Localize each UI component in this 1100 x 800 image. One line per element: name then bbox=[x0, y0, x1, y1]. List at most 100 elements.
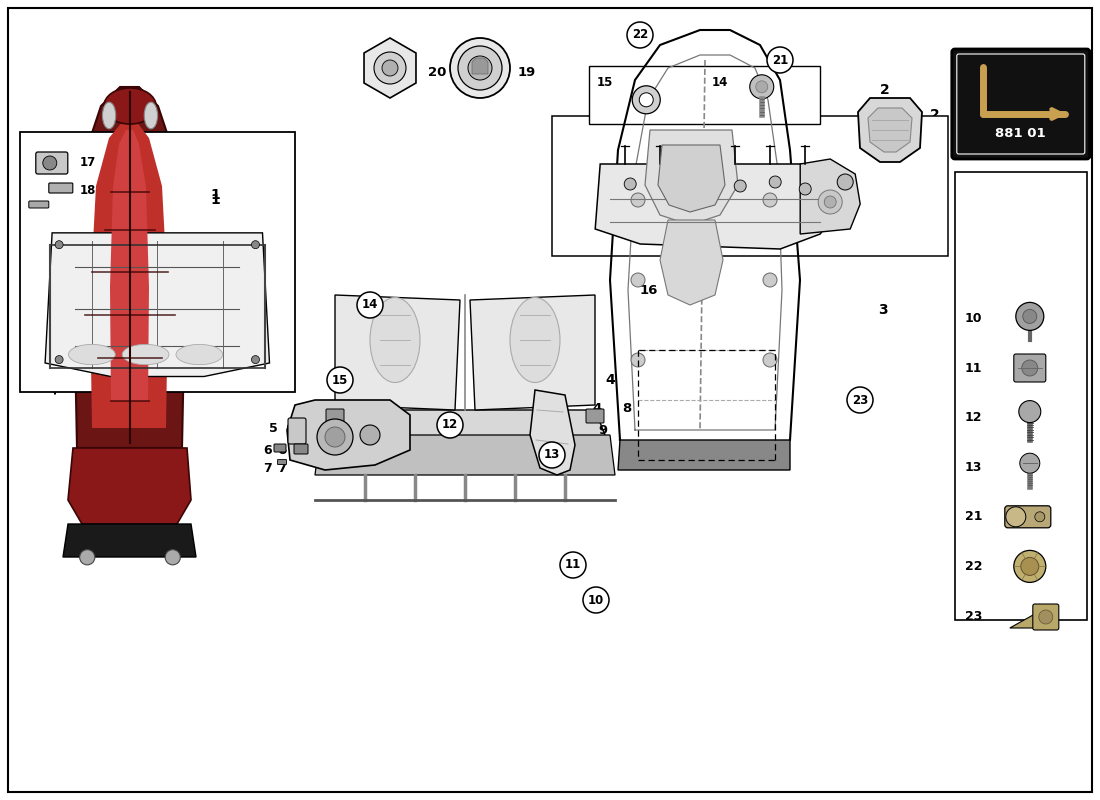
Polygon shape bbox=[472, 58, 488, 74]
Circle shape bbox=[450, 38, 510, 98]
FancyBboxPatch shape bbox=[48, 183, 73, 193]
Ellipse shape bbox=[510, 298, 560, 382]
Ellipse shape bbox=[68, 344, 116, 365]
Text: 8: 8 bbox=[789, 182, 796, 195]
Polygon shape bbox=[645, 130, 738, 225]
Polygon shape bbox=[1010, 614, 1035, 628]
Text: 21: 21 bbox=[965, 510, 982, 523]
Circle shape bbox=[800, 183, 811, 195]
Circle shape bbox=[659, 176, 671, 188]
Ellipse shape bbox=[370, 298, 420, 382]
Circle shape bbox=[763, 353, 777, 367]
FancyBboxPatch shape bbox=[277, 459, 286, 465]
Circle shape bbox=[55, 355, 63, 363]
Circle shape bbox=[468, 56, 492, 80]
Text: 5: 5 bbox=[270, 422, 278, 434]
Circle shape bbox=[560, 552, 586, 578]
Text: 7: 7 bbox=[263, 462, 272, 474]
Circle shape bbox=[583, 587, 609, 613]
Circle shape bbox=[1023, 310, 1037, 323]
Polygon shape bbox=[287, 400, 410, 470]
Circle shape bbox=[327, 367, 353, 393]
Circle shape bbox=[632, 86, 660, 114]
Polygon shape bbox=[470, 295, 595, 410]
Circle shape bbox=[539, 442, 565, 468]
Polygon shape bbox=[324, 410, 605, 450]
Circle shape bbox=[358, 292, 383, 318]
Ellipse shape bbox=[144, 102, 157, 129]
Circle shape bbox=[631, 353, 645, 367]
Circle shape bbox=[165, 550, 180, 565]
Circle shape bbox=[374, 52, 406, 84]
Text: 4: 4 bbox=[592, 402, 602, 414]
Circle shape bbox=[252, 241, 260, 249]
Circle shape bbox=[627, 22, 653, 48]
Polygon shape bbox=[364, 38, 416, 98]
Bar bbox=[955, 172, 1087, 620]
Polygon shape bbox=[315, 435, 615, 475]
Polygon shape bbox=[610, 30, 800, 460]
Polygon shape bbox=[618, 440, 790, 470]
FancyBboxPatch shape bbox=[1014, 354, 1046, 382]
Circle shape bbox=[818, 190, 843, 214]
Circle shape bbox=[317, 419, 353, 455]
Polygon shape bbox=[658, 145, 725, 212]
Ellipse shape bbox=[102, 102, 116, 129]
FancyBboxPatch shape bbox=[1033, 604, 1059, 630]
FancyBboxPatch shape bbox=[274, 444, 286, 452]
Text: 7: 7 bbox=[277, 462, 286, 474]
Text: 13: 13 bbox=[543, 449, 560, 462]
Circle shape bbox=[79, 550, 95, 565]
Circle shape bbox=[750, 74, 773, 98]
Circle shape bbox=[382, 60, 398, 76]
Polygon shape bbox=[110, 130, 148, 401]
Text: 10: 10 bbox=[587, 594, 604, 606]
Circle shape bbox=[734, 180, 746, 192]
Circle shape bbox=[631, 273, 645, 287]
Circle shape bbox=[847, 387, 873, 413]
Text: 5: 5 bbox=[286, 423, 295, 437]
Text: 12: 12 bbox=[965, 411, 982, 424]
Text: 23: 23 bbox=[851, 394, 868, 406]
Circle shape bbox=[763, 273, 777, 287]
Text: 3: 3 bbox=[878, 303, 888, 317]
Circle shape bbox=[1005, 507, 1026, 526]
Polygon shape bbox=[63, 524, 196, 557]
Text: 1: 1 bbox=[210, 188, 220, 202]
FancyBboxPatch shape bbox=[952, 49, 1090, 159]
Text: 16: 16 bbox=[640, 283, 659, 297]
Text: 1: 1 bbox=[210, 193, 220, 207]
Circle shape bbox=[252, 355, 260, 363]
Circle shape bbox=[324, 427, 345, 447]
Circle shape bbox=[360, 425, 379, 445]
Polygon shape bbox=[660, 220, 723, 305]
Text: 2: 2 bbox=[880, 83, 890, 97]
Circle shape bbox=[767, 47, 793, 73]
Circle shape bbox=[763, 193, 777, 207]
Bar bbox=[588, 66, 820, 124]
Circle shape bbox=[43, 156, 57, 170]
Text: 21: 21 bbox=[772, 54, 788, 66]
Polygon shape bbox=[336, 295, 460, 410]
Polygon shape bbox=[45, 233, 270, 377]
Text: 11: 11 bbox=[965, 362, 982, 374]
Circle shape bbox=[769, 176, 781, 188]
Text: 12: 12 bbox=[442, 418, 458, 431]
Text: 6: 6 bbox=[277, 443, 286, 457]
Polygon shape bbox=[868, 108, 912, 152]
Text: 14: 14 bbox=[712, 76, 728, 89]
Text: 22: 22 bbox=[965, 560, 982, 573]
Circle shape bbox=[639, 93, 653, 106]
Text: 23: 23 bbox=[965, 610, 982, 622]
Text: 6: 6 bbox=[263, 443, 272, 457]
Circle shape bbox=[824, 196, 836, 208]
Polygon shape bbox=[90, 121, 168, 428]
Circle shape bbox=[694, 180, 706, 192]
FancyBboxPatch shape bbox=[29, 201, 48, 208]
Circle shape bbox=[624, 178, 636, 190]
Circle shape bbox=[1021, 558, 1038, 575]
Polygon shape bbox=[530, 390, 575, 475]
Circle shape bbox=[1038, 610, 1053, 624]
Text: 17: 17 bbox=[80, 157, 96, 170]
Ellipse shape bbox=[176, 344, 222, 365]
